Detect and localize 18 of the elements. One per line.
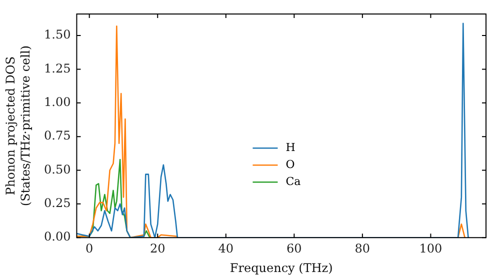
legend-label: O — [286, 158, 295, 172]
x-tick-label: 60 — [286, 242, 302, 256]
x-tick-label: 20 — [150, 242, 166, 256]
y-axis-title: Phonon projected DOS (States/THz·primitive cell) — [4, 45, 33, 206]
x-axis-title: Frequency (THz) — [230, 260, 333, 275]
legend-label: Ca — [286, 175, 302, 188]
y-tick-label: 0.75 — [44, 128, 71, 143]
legend-label: H — [286, 141, 296, 154]
x-tick-label: 100 — [419, 242, 442, 256]
y-tick-label: 1.25 — [44, 61, 71, 76]
x-tick-label: 0 — [86, 242, 94, 256]
y-tick-label: 0.50 — [44, 162, 71, 176]
y-tick-label: 1.00 — [44, 95, 71, 110]
y-tick-label: 0.00 — [44, 230, 71, 244]
y-tick-label: 0.25 — [44, 196, 71, 210]
x-tick-label: 40 — [218, 242, 234, 256]
y-tick-label: 1.50 — [44, 28, 71, 42]
x-tick-label: 80 — [354, 242, 370, 256]
